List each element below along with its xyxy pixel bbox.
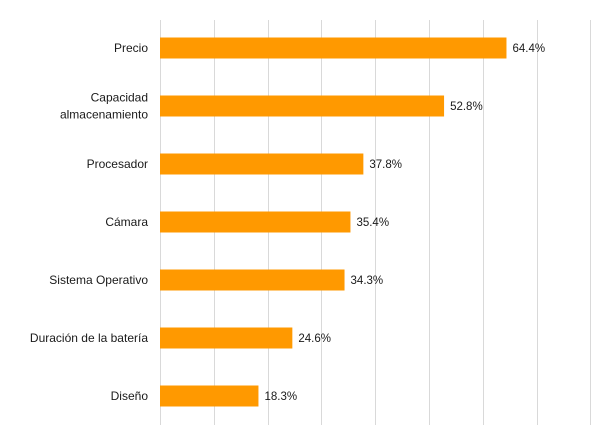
- bar: [160, 95, 445, 117]
- category-label-line: Procesador: [87, 157, 148, 171]
- data-label: 34.3%: [351, 275, 384, 287]
- category-label: Diseño: [111, 389, 149, 403]
- bar: [160, 269, 345, 291]
- category-label-line: Cámara: [105, 215, 148, 229]
- category-label-line: Sistema Operativo: [49, 273, 148, 287]
- category-label: Cámara: [105, 215, 148, 229]
- data-label: 64.4%: [512, 43, 545, 55]
- bar: [160, 327, 293, 349]
- bar: [160, 385, 259, 407]
- category-label: Precio: [114, 41, 148, 55]
- data-label: 35.4%: [356, 217, 389, 229]
- data-label: 18.3%: [264, 391, 297, 403]
- bar: [160, 37, 507, 59]
- category-label-line: Precio: [114, 41, 148, 55]
- bars: [160, 37, 507, 407]
- category-label-line: almacenamiento: [60, 108, 148, 122]
- value-labels: 64.4% 52.8% 37.8% 35.4% 34.3% 24.6% 18.3%: [264, 43, 545, 403]
- category-label-line: Capacidad: [91, 91, 148, 105]
- category-label-line: Diseño: [111, 389, 149, 403]
- bar: [160, 153, 364, 175]
- category-label: Capacidad almacenamiento: [60, 91, 148, 122]
- data-label: 24.6%: [298, 333, 331, 345]
- category-label: Procesador: [87, 157, 148, 171]
- category-label: Sistema Operativo: [49, 273, 148, 287]
- category-label: Duración de la batería: [30, 331, 148, 345]
- data-label: 52.8%: [450, 101, 483, 113]
- category-labels: Precio Capacidad almacenamiento Procesador C…: [30, 41, 148, 403]
- category-label-line: Duración de la batería: [30, 331, 148, 345]
- bar: [160, 211, 351, 233]
- data-label: 37.8%: [369, 159, 402, 171]
